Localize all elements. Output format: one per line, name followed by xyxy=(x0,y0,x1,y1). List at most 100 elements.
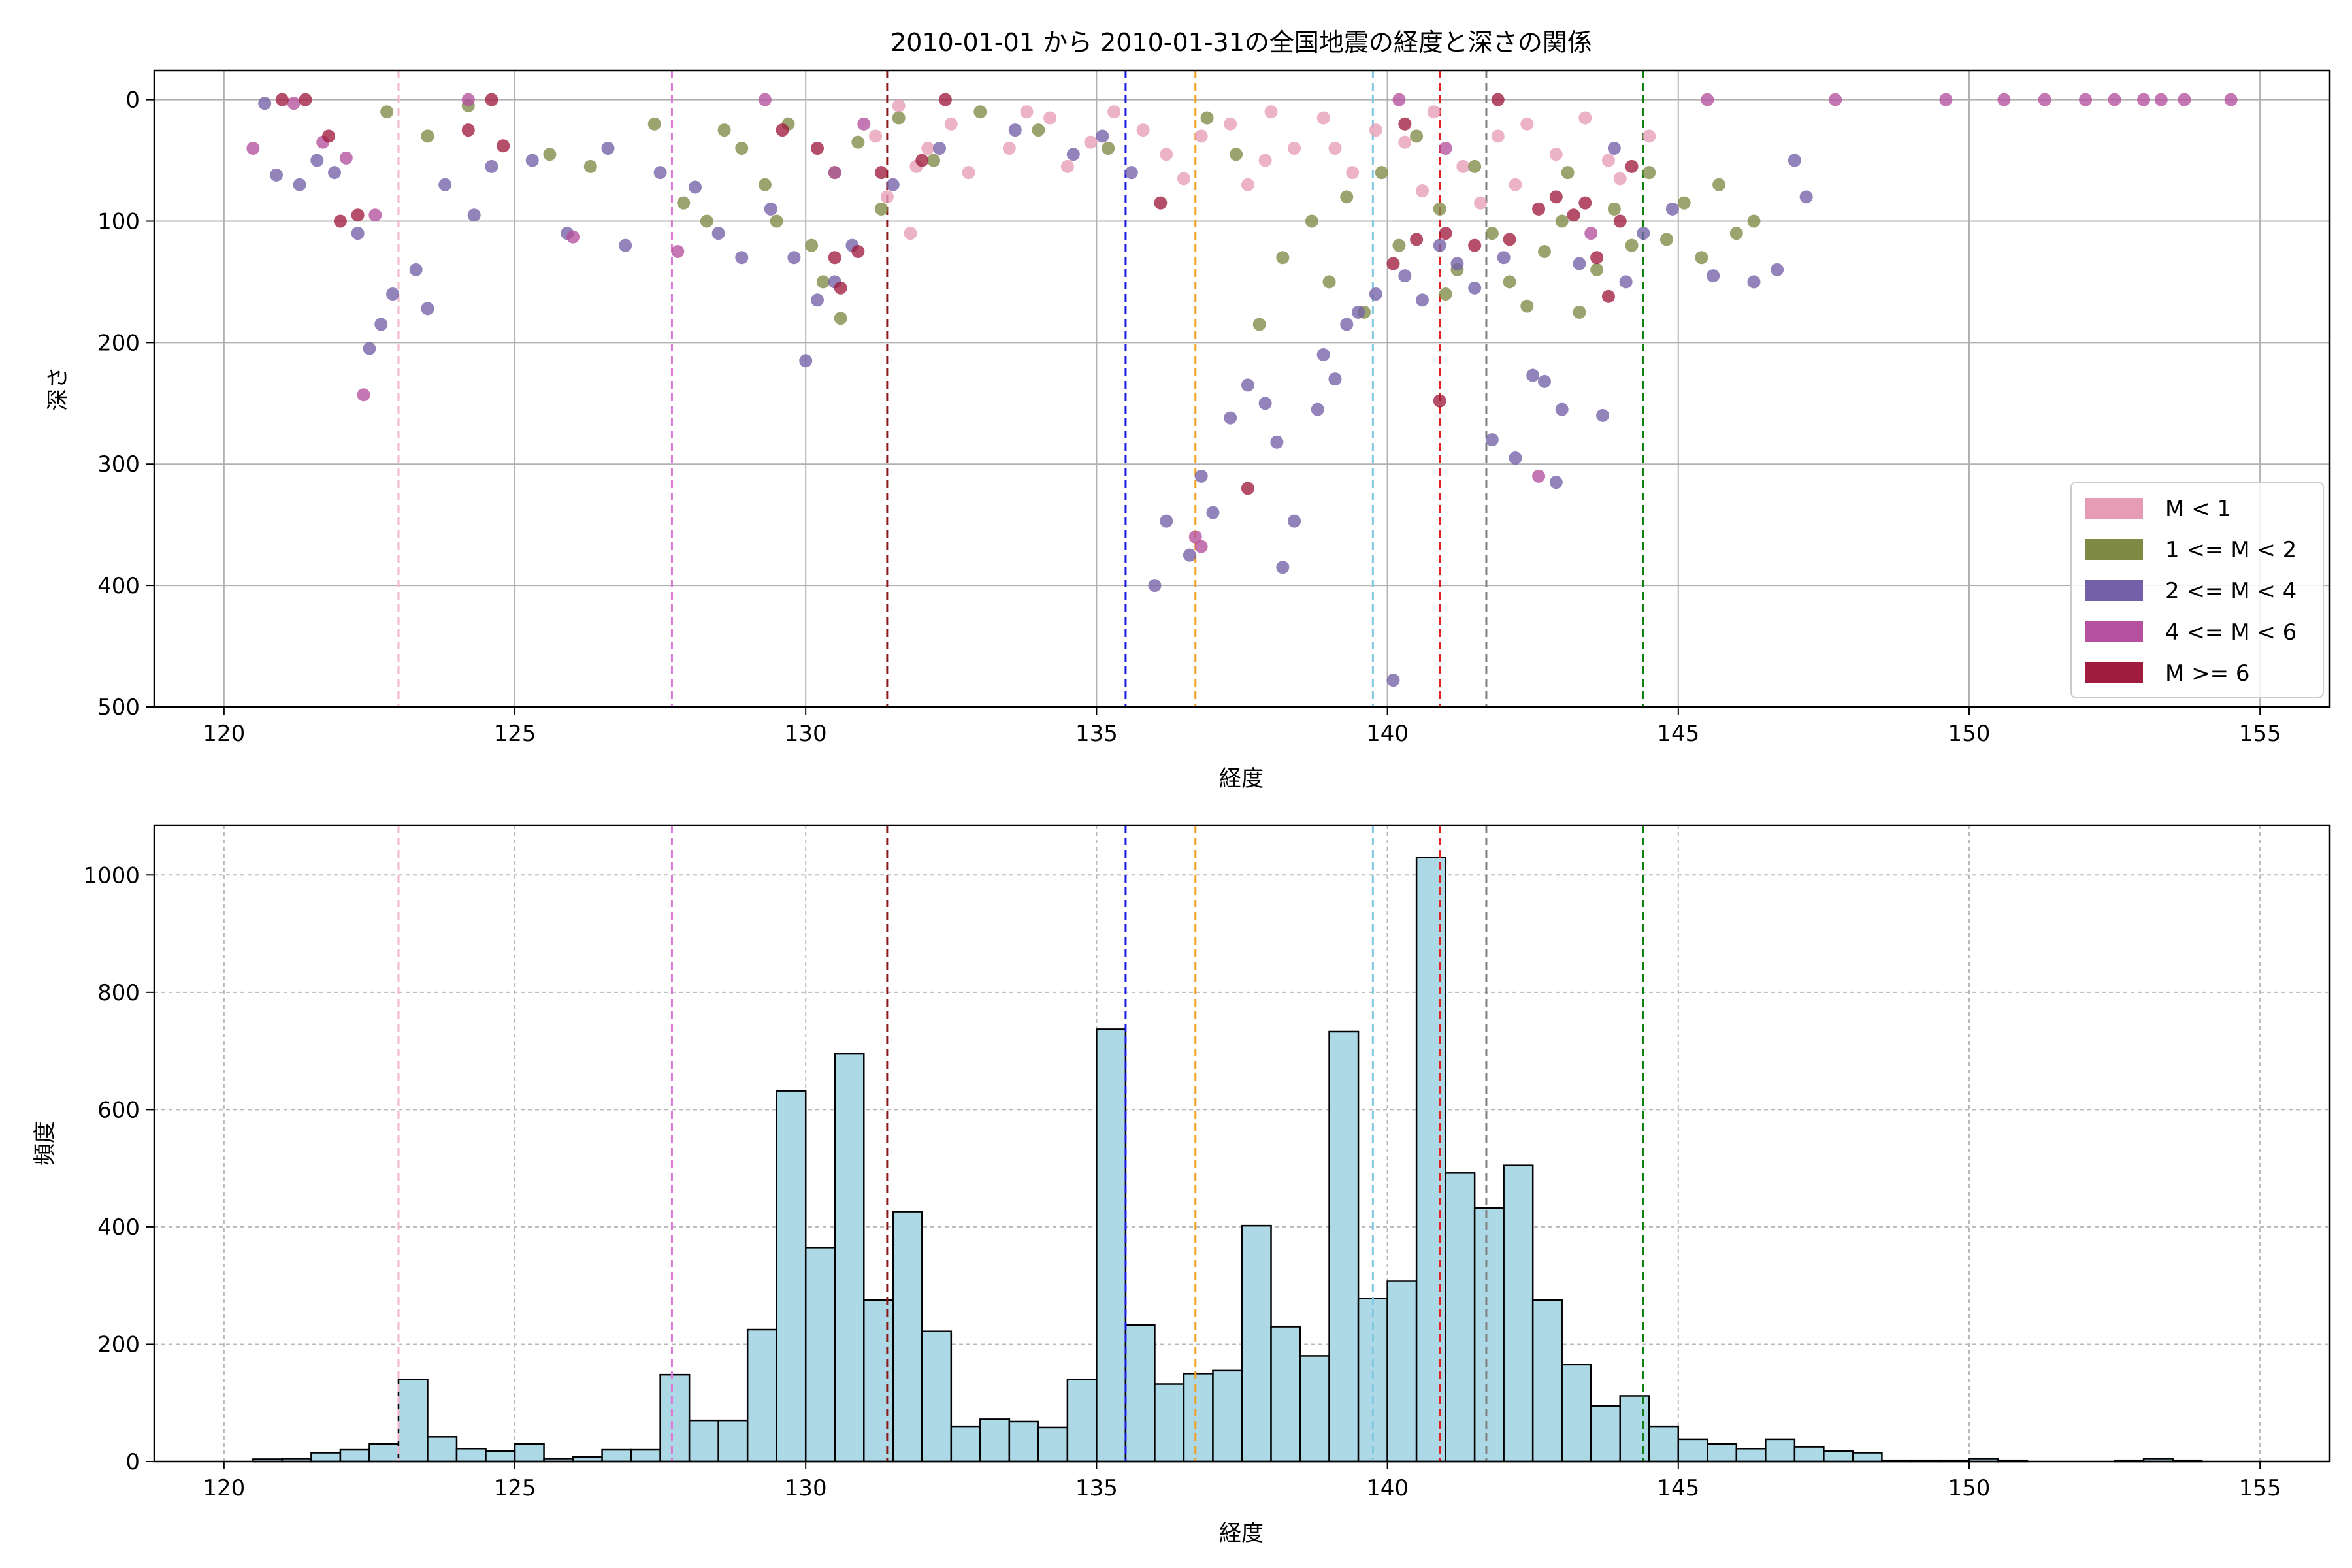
scatter-point xyxy=(2178,93,2191,106)
scatter-point xyxy=(2154,93,2168,106)
scatter-point xyxy=(1392,93,1406,106)
scatter-point xyxy=(1695,251,1708,265)
histogram-bar xyxy=(1270,1326,1301,1463)
histogram-panel: 120 125 130 135 140 145 150 155 0 200 400 600 800 10… xyxy=(32,824,2331,1546)
scatter-legend: M < 1 1 <= M < 2 2 <= M < 4 4 <= M < 6 M >= … xyxy=(2070,482,2324,698)
scatter-point xyxy=(1258,397,1272,410)
histogram-bar xyxy=(1735,1448,1767,1463)
histogram-bar xyxy=(1212,1369,1243,1463)
scatter-point xyxy=(874,202,888,216)
scatter-point xyxy=(374,318,388,331)
scatter-point xyxy=(1596,408,1610,422)
histogram-bar xyxy=(427,1436,458,1463)
scatter-point xyxy=(421,129,434,143)
histogram-bar xyxy=(368,1443,400,1463)
scatter-point xyxy=(293,178,306,191)
scatter-point xyxy=(1252,318,1266,331)
scatter-point xyxy=(653,166,667,180)
scatter-x-tick-label: 125 xyxy=(494,721,536,747)
scatter-point xyxy=(1573,257,1586,270)
histogram-bar xyxy=(1765,1438,1796,1463)
histogram-x-axis-label: 経度 xyxy=(1219,1520,1264,1546)
histogram-bar xyxy=(979,1418,1011,1463)
scatter-point xyxy=(1433,202,1446,216)
scatter-point xyxy=(1369,123,1382,137)
scatter-point xyxy=(1788,154,1801,167)
histogram-bar xyxy=(1677,1438,1708,1463)
histogram-bar xyxy=(1328,1030,1360,1463)
scatter-point xyxy=(811,141,825,155)
scatter-point xyxy=(1241,482,1254,495)
scatter-y-axis-label: 深さ xyxy=(45,367,71,411)
scatter-point xyxy=(339,151,353,165)
scatter-point xyxy=(851,135,865,149)
scatter-point xyxy=(1747,275,1761,289)
scatter-point xyxy=(2224,93,2238,106)
scatter-point xyxy=(1066,148,1080,161)
scatter-point xyxy=(287,97,301,110)
histogram-bar xyxy=(1124,1324,1156,1463)
scatter-point xyxy=(962,166,975,180)
scatter-point xyxy=(1468,159,1482,173)
scatter-point xyxy=(758,178,772,191)
scatter-point xyxy=(380,105,394,119)
histogram-bar xyxy=(950,1425,981,1463)
scatter-x-tick-label: 120 xyxy=(203,721,245,747)
scatter-point xyxy=(1032,123,1045,137)
histogram-bar xyxy=(746,1328,777,1463)
scatter-point xyxy=(677,196,691,210)
scatter-point xyxy=(1450,257,1464,270)
histogram-bar xyxy=(1445,1172,1476,1463)
scatter-point xyxy=(735,141,749,155)
scatter-point xyxy=(461,123,475,137)
histogram-bars xyxy=(252,857,2203,1463)
scatter-point xyxy=(1468,281,1482,295)
scatter-point xyxy=(1008,123,1022,137)
scatter-point xyxy=(834,281,847,295)
scatter-point xyxy=(1712,178,1726,191)
scatter-point xyxy=(1410,129,1424,143)
scatter-x-tick-label: 150 xyxy=(1948,721,1991,747)
scatter-point xyxy=(1427,105,1441,119)
scatter-point xyxy=(1439,287,1452,301)
scatter-point xyxy=(1491,93,1505,106)
scatter-point xyxy=(1537,374,1551,388)
scatter-point xyxy=(1665,202,1679,216)
scatter-point xyxy=(828,166,841,180)
scatter-point xyxy=(1311,402,1324,416)
scatter-point xyxy=(1532,202,1546,216)
scatter-point xyxy=(1241,178,1254,191)
histogram-bar xyxy=(1386,1280,1418,1463)
histogram-bar xyxy=(1590,1405,1621,1463)
histogram-bar xyxy=(1473,1207,1505,1463)
scatter-point xyxy=(1160,148,1173,161)
histogram-bar xyxy=(688,1419,719,1463)
scatter-y-tick-label: 400 xyxy=(97,573,140,599)
scatter-point xyxy=(1386,674,1400,687)
histogram-bar xyxy=(863,1299,894,1463)
scatter-point xyxy=(1043,111,1057,125)
scatter-point xyxy=(1613,214,1627,228)
scatter-point xyxy=(543,148,557,161)
scatter-point xyxy=(1398,117,1412,131)
scatter-point xyxy=(1200,111,1214,125)
scatter-point xyxy=(1707,269,1720,283)
legend-swatch xyxy=(2085,498,2143,519)
scatter-title: 2010-01-01 から 2010-01-31の全国地震の経度と深さの関係 xyxy=(890,28,1592,57)
scatter-point xyxy=(351,208,365,222)
histogram-x-tick-label: 130 xyxy=(785,1475,827,1501)
scatter-point xyxy=(892,111,906,125)
histogram-bar xyxy=(1299,1355,1330,1463)
scatter-point xyxy=(1747,214,1761,228)
scatter-point xyxy=(1136,123,1150,137)
scatter-y-ticks: 0 100 200 300 400 500 xyxy=(97,88,154,721)
scatter-point xyxy=(1619,275,1633,289)
scatter-point xyxy=(1107,105,1121,119)
scatter-point xyxy=(1340,190,1354,204)
scatter-y-tick-label: 200 xyxy=(97,330,140,356)
histogram-bar xyxy=(1415,857,1446,1463)
scatter-point xyxy=(1020,105,1034,119)
scatter-point xyxy=(787,251,801,265)
scatter-point xyxy=(933,141,947,155)
scatter-point xyxy=(1561,166,1575,180)
